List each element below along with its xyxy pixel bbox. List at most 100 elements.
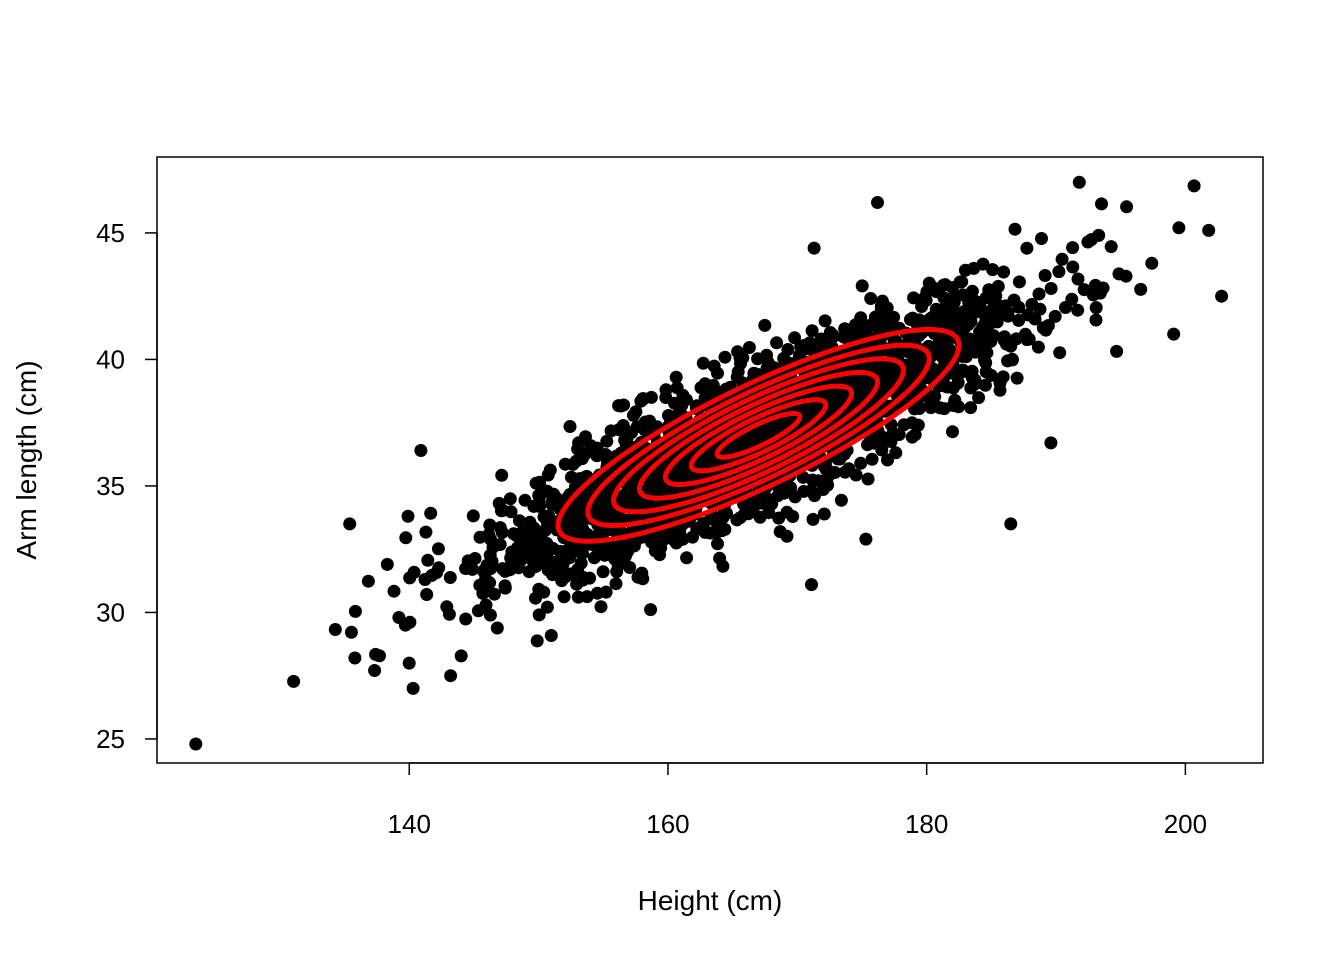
data-point: [1172, 221, 1186, 235]
data-point: [406, 681, 420, 695]
data-point: [540, 600, 554, 614]
data-point: [805, 324, 819, 338]
data-point: [972, 391, 986, 405]
data-point: [421, 553, 435, 567]
y-tick-label: 30: [96, 597, 125, 627]
data-point: [875, 434, 889, 448]
data-point: [414, 444, 428, 457]
data-point: [881, 369, 894, 382]
data-point: [938, 314, 951, 328]
data-point: [1066, 241, 1080, 255]
data-point: [496, 503, 510, 517]
data-point: [946, 381, 960, 395]
data-point: [431, 542, 445, 556]
data-point: [590, 586, 604, 600]
data-point: [968, 377, 982, 391]
data-point: [964, 401, 978, 415]
data-point: [523, 515, 537, 529]
data-point: [904, 346, 918, 360]
data-point: [806, 512, 820, 526]
data-point: [627, 408, 640, 422]
data-point: [618, 433, 632, 447]
data-point: [989, 289, 1003, 303]
data-point: [963, 343, 977, 357]
data-point: [1092, 228, 1106, 242]
data-point: [1215, 289, 1229, 303]
data-point: [510, 551, 524, 565]
data-point: [1009, 332, 1023, 346]
data-point: [578, 447, 592, 461]
data-point: [495, 468, 509, 482]
data-point: [662, 409, 675, 422]
data-point: [636, 392, 650, 406]
data-point: [817, 507, 831, 521]
data-point: [861, 472, 875, 486]
data-point: [859, 325, 873, 338]
data-point: [487, 587, 501, 601]
data-point: [696, 356, 710, 370]
data-point: [555, 574, 569, 588]
data-point: [594, 600, 608, 614]
data-point: [604, 540, 618, 554]
data-point: [490, 621, 504, 635]
data-point: [564, 470, 578, 484]
data-point: [713, 551, 727, 565]
data-point: [929, 302, 943, 316]
data-point: [570, 497, 583, 511]
data-point: [694, 381, 708, 395]
data-point: [402, 656, 416, 670]
data-point: [861, 438, 874, 452]
data-point: [189, 737, 203, 751]
data-point: [587, 551, 601, 565]
data-point: [986, 315, 1000, 329]
data-point: [1008, 222, 1022, 236]
data-point: [712, 512, 726, 526]
y-axis-title: Arm length (cm): [11, 360, 42, 559]
data-point: [998, 330, 1011, 344]
data-point: [779, 481, 793, 494]
data-point: [459, 612, 473, 626]
data-point: [695, 456, 709, 469]
data-point: [557, 590, 571, 604]
data-point: [854, 456, 868, 470]
data-point: [483, 518, 497, 532]
data-point: [569, 454, 583, 468]
data-point: [655, 528, 669, 542]
data-point: [1035, 232, 1048, 245]
data-point: [742, 341, 756, 354]
x-tick-label: 200: [1164, 809, 1207, 839]
contour-line: [714, 411, 803, 460]
data-point: [977, 339, 991, 353]
data-point: [953, 275, 967, 289]
data-point: [419, 525, 433, 539]
data-point: [1089, 301, 1103, 315]
data-point: [564, 567, 578, 581]
data-point: [965, 364, 979, 378]
scatter-points: [189, 175, 1229, 751]
data-point: [1077, 283, 1091, 297]
data-point: [946, 425, 959, 439]
data-point: [1005, 352, 1019, 366]
data-point: [734, 439, 748, 453]
x-axis-title: Height (cm): [638, 885, 783, 916]
data-point: [912, 402, 926, 415]
data-point: [443, 571, 457, 584]
data-point: [669, 370, 683, 384]
data-point: [1031, 340, 1045, 354]
data-point: [794, 339, 808, 353]
data-point: [818, 314, 832, 328]
data-point: [556, 558, 570, 571]
data-point: [529, 476, 543, 490]
data-point: [1020, 241, 1034, 255]
data-point: [348, 651, 362, 665]
data-point: [1071, 272, 1085, 286]
density-contours: [555, 326, 962, 544]
data-point: [572, 436, 586, 450]
data-point: [444, 669, 458, 683]
data-point: [420, 588, 434, 601]
data-point: [1055, 252, 1069, 266]
contour-line: [662, 383, 855, 487]
data-point: [919, 293, 933, 307]
data-point: [541, 516, 554, 530]
y-tick-label: 45: [96, 218, 125, 248]
